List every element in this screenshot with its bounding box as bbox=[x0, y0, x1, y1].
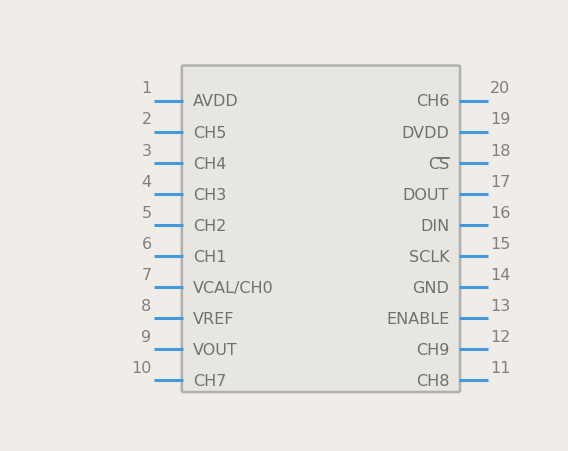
Text: VOUT: VOUT bbox=[193, 342, 237, 357]
Text: 9: 9 bbox=[141, 329, 152, 344]
Text: 19: 19 bbox=[490, 112, 511, 127]
Text: CH6: CH6 bbox=[416, 94, 449, 109]
Text: 4: 4 bbox=[141, 174, 152, 189]
Text: 14: 14 bbox=[490, 267, 511, 282]
Text: DOUT: DOUT bbox=[403, 187, 449, 202]
Text: CH3: CH3 bbox=[193, 187, 226, 202]
FancyBboxPatch shape bbox=[182, 66, 460, 392]
Text: DIN: DIN bbox=[420, 218, 449, 233]
Text: 8: 8 bbox=[141, 298, 152, 313]
Text: 2: 2 bbox=[141, 112, 152, 127]
Text: 3: 3 bbox=[141, 143, 152, 158]
Text: 13: 13 bbox=[490, 298, 511, 313]
Text: 11: 11 bbox=[490, 360, 511, 375]
Text: 1: 1 bbox=[141, 81, 152, 96]
Text: 12: 12 bbox=[490, 329, 511, 344]
Text: 17: 17 bbox=[490, 174, 511, 189]
Text: CS: CS bbox=[428, 156, 449, 171]
Text: 7: 7 bbox=[141, 267, 152, 282]
Text: CH1: CH1 bbox=[193, 249, 226, 264]
Text: 16: 16 bbox=[490, 205, 511, 220]
Text: SCLK: SCLK bbox=[408, 249, 449, 264]
Text: ENABLE: ENABLE bbox=[386, 311, 449, 326]
Text: CH7: CH7 bbox=[193, 373, 226, 388]
Text: CH8: CH8 bbox=[416, 373, 449, 388]
Text: 20: 20 bbox=[490, 81, 511, 96]
Text: 15: 15 bbox=[490, 236, 511, 251]
Text: CH4: CH4 bbox=[193, 156, 226, 171]
Text: CH9: CH9 bbox=[416, 342, 449, 357]
Text: VCAL/CH0: VCAL/CH0 bbox=[193, 280, 273, 295]
Text: 5: 5 bbox=[141, 205, 152, 220]
Text: CH2: CH2 bbox=[193, 218, 226, 233]
Text: VREF: VREF bbox=[193, 311, 234, 326]
Text: 6: 6 bbox=[141, 236, 152, 251]
Text: GND: GND bbox=[412, 280, 449, 295]
Text: CH5: CH5 bbox=[193, 125, 226, 140]
Text: 18: 18 bbox=[490, 143, 511, 158]
Text: AVDD: AVDD bbox=[193, 94, 239, 109]
Text: 10: 10 bbox=[131, 360, 152, 375]
Text: DVDD: DVDD bbox=[402, 125, 449, 140]
